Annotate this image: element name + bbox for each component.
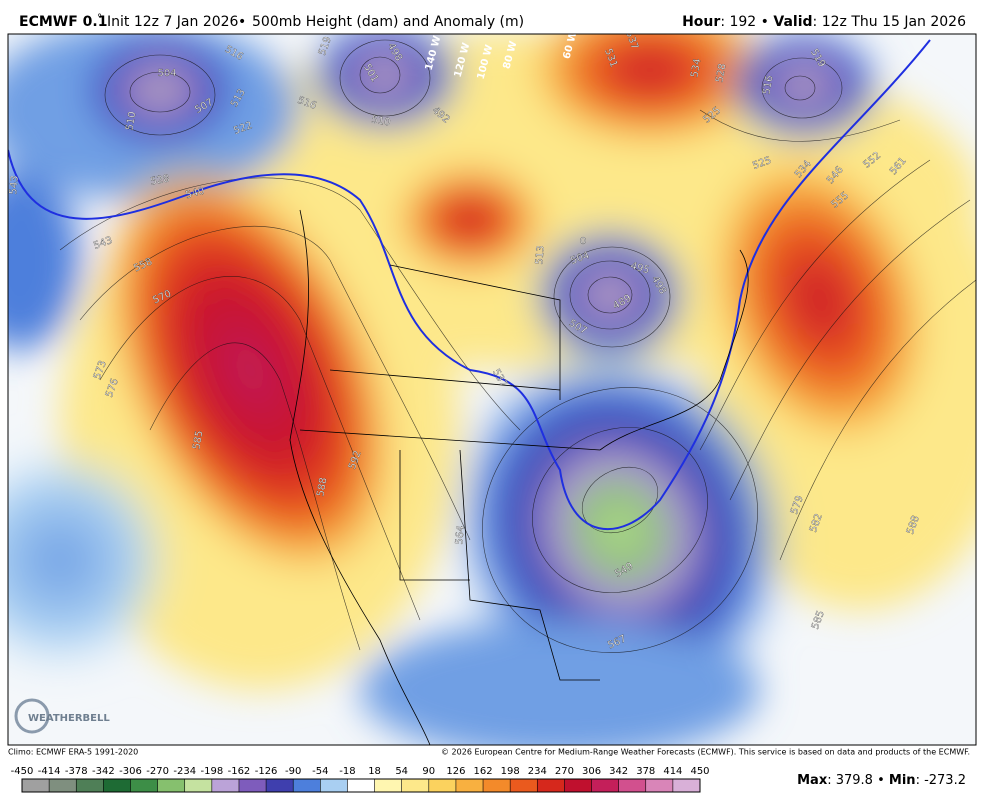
colorbar-tick-label: -162 bbox=[228, 766, 251, 777]
colorbar-tick-label: 90 bbox=[422, 766, 435, 777]
colorbar-tick-label: 198 bbox=[501, 766, 520, 777]
min-label: Min bbox=[889, 773, 916, 788]
min-value: -273.2 bbox=[924, 773, 966, 788]
colorbar-segment bbox=[618, 779, 646, 792]
colorbar-segment bbox=[672, 779, 700, 792]
product-title: 500mb Height (dam) and Anomaly (m) bbox=[252, 14, 524, 30]
colorbar-segment bbox=[428, 779, 456, 792]
colorbar-segment bbox=[103, 779, 131, 792]
colorbar-tick-label: 414 bbox=[663, 766, 682, 777]
colorbar-segment bbox=[130, 779, 158, 792]
colorbar-tick-label: 126 bbox=[446, 766, 465, 777]
hour-label: Hour bbox=[682, 14, 720, 30]
colorbar-segment bbox=[293, 779, 321, 792]
colorbar-segment bbox=[374, 779, 402, 792]
max-min: Max: 379.8 • Min: -273.2 bbox=[797, 773, 966, 788]
map-frame bbox=[7, 33, 977, 746]
hour: 192 bbox=[729, 14, 756, 30]
colorbar-segment bbox=[591, 779, 619, 792]
colorbar-segment bbox=[49, 779, 77, 792]
colorbar-tick-label: -126 bbox=[255, 766, 278, 777]
colorbar-segment bbox=[645, 779, 673, 792]
colorbar-segment bbox=[455, 779, 484, 792]
boundaries bbox=[289, 209, 749, 745]
colorbar-tick-label: 54 bbox=[395, 766, 408, 777]
colorbar-tick-label: 342 bbox=[609, 766, 628, 777]
header: ECMWF 0.1 ° Init 12z 7 Jan 2026 • 500mb … bbox=[19, 13, 966, 30]
valid-time: 12z Thu 15 Jan 2026 bbox=[822, 14, 966, 30]
colorbar-segment bbox=[22, 779, 50, 792]
colorbar-tick-label: 270 bbox=[555, 766, 574, 777]
contour-label: 510 bbox=[124, 111, 138, 132]
colorbar-tick-label: 18 bbox=[368, 766, 381, 777]
colorbar-segment bbox=[266, 779, 294, 792]
copyright: © 2026 European Centre for Medium-Range … bbox=[441, 748, 970, 757]
colorbar-tick-label: -270 bbox=[146, 766, 169, 777]
colorbar-tick-label: 234 bbox=[528, 766, 547, 777]
colorbar-segment bbox=[184, 779, 212, 792]
contour-label: 534 bbox=[689, 58, 703, 79]
contour-label: 543 bbox=[8, 175, 21, 195]
contour-label: 528 bbox=[150, 173, 171, 187]
colorbar-segment bbox=[347, 779, 375, 792]
colorbar-segment bbox=[320, 779, 348, 792]
contour-label: 528 bbox=[714, 63, 728, 84]
logo-text: WEATHERBELL bbox=[28, 713, 110, 724]
colorbar-segment bbox=[157, 779, 185, 792]
colorbar-segment bbox=[564, 779, 592, 792]
separator: • bbox=[761, 14, 769, 30]
colorbar-segment bbox=[401, 779, 429, 792]
colorbar-tick-label: -90 bbox=[285, 766, 301, 777]
colorbar-tick-label: -198 bbox=[200, 766, 223, 777]
colorbar-tick-label: -342 bbox=[92, 766, 115, 777]
colorbar-tick-label: 450 bbox=[690, 766, 709, 777]
separator: • bbox=[877, 773, 885, 788]
anomaly-shading bbox=[8, 34, 976, 745]
colorbar-segment bbox=[238, 779, 267, 792]
init-time: Init 12z 7 Jan 2026 bbox=[107, 14, 239, 30]
model-name: ECMWF 0.1 bbox=[19, 14, 107, 30]
valid-info: Hour: 192 • Valid: 12z Thu 15 Jan 2026 bbox=[682, 14, 966, 30]
colorbar-segment bbox=[211, 779, 239, 792]
contour-label: 588 bbox=[315, 477, 329, 498]
colorbar-tick-label: 162 bbox=[473, 766, 492, 777]
height-contours bbox=[59, 39, 976, 653]
colorbar-tick-label: -54 bbox=[312, 766, 328, 777]
colorbar-tick-label: -450 bbox=[11, 766, 34, 777]
degree: ° bbox=[97, 13, 102, 24]
climo-note: Climo: ECMWF ERA-5 1991-2020 bbox=[8, 748, 138, 757]
max-value: 379.8 bbox=[836, 773, 873, 788]
colorbar-tick-label: -18 bbox=[339, 766, 355, 777]
contour-label: 510 bbox=[371, 114, 392, 128]
contour-label: 495 bbox=[629, 261, 650, 277]
contour-label: 516 bbox=[761, 75, 775, 96]
contour-label: 0 bbox=[580, 236, 586, 247]
valid-label: Valid bbox=[773, 14, 812, 30]
colorbar-tick-label: 378 bbox=[636, 766, 655, 777]
logo: WEATHERBELL bbox=[14, 698, 110, 734]
reference-contour bbox=[8, 39, 931, 531]
contour-label: 540 bbox=[184, 186, 205, 202]
colorbar-tick-label: 306 bbox=[582, 766, 601, 777]
contour-label: 564 bbox=[454, 525, 467, 545]
contour-label: 504 bbox=[157, 68, 176, 79]
colorbar-segment bbox=[483, 779, 511, 792]
max-label: Max bbox=[797, 773, 828, 788]
colorbar: -450 -414 -378 -342 -306 -270 -234 -198 -162 -126… bbox=[11, 766, 710, 793]
colorbar-tick-label: -306 bbox=[119, 766, 142, 777]
colorbar-tick-label: -378 bbox=[65, 766, 88, 777]
contour-label: 513 bbox=[534, 245, 547, 265]
contour-label: 585 bbox=[191, 430, 205, 451]
colorbar-tick-label: -234 bbox=[173, 766, 196, 777]
separator: • bbox=[238, 14, 246, 30]
colorbar-segment bbox=[76, 779, 104, 792]
colorbar-segment bbox=[510, 779, 538, 792]
colorbar-tick-label: -414 bbox=[38, 766, 61, 777]
colorbar-segment bbox=[537, 779, 565, 792]
